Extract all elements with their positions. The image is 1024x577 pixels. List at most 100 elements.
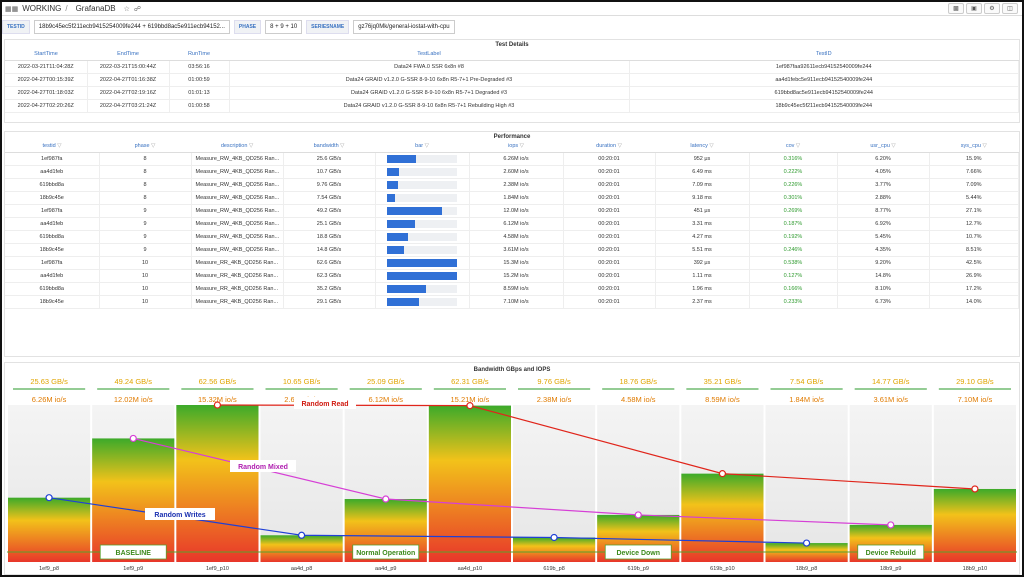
table-row[interactable]: 18b9c45e 10 Measure_RR_4KB_QD256 Ran... 29.… xyxy=(5,295,1019,309)
filter-icon[interactable]: ▽ xyxy=(707,143,714,150)
iops-label: 2.38M io/s xyxy=(537,395,572,404)
bar-gauge-fill xyxy=(387,154,416,163)
cell-sys-cpu: 17.2% xyxy=(929,282,1019,296)
cell-duration: 00:20:01 xyxy=(563,269,656,283)
x-tick-label: 619b_p8 xyxy=(543,566,564,572)
series-point xyxy=(887,521,895,529)
cell-duration: 00:20:01 xyxy=(563,230,656,244)
filter-icon[interactable]: ▽ xyxy=(55,143,62,150)
col-header-sys-cpu[interactable]: sys_cpu ▽ xyxy=(929,141,1019,153)
bar-gauge-track xyxy=(387,258,457,267)
test-details-panel: Test Details StartTime EndTime RunTime T… xyxy=(4,39,1020,123)
panel-title: Test Details xyxy=(495,42,529,48)
cell-iops: 4.58M io/s xyxy=(469,230,564,244)
col-header-bar[interactable]: bar ▽ xyxy=(375,141,469,153)
cell-testid: 18b9c45e xyxy=(5,243,100,257)
panel-title: Performance xyxy=(493,134,531,140)
bar-gauge-track xyxy=(387,180,457,189)
cell-sys-cpu: 7.09% xyxy=(929,178,1019,192)
cell-usr-cpu: 3.77% xyxy=(837,178,930,192)
series-point xyxy=(550,533,558,542)
col-header[interactable]: RunTime xyxy=(169,49,229,61)
performance-table: testid ▽ phase ▽ description ▽ bandwidth ▽ b… xyxy=(5,141,1019,309)
series-label-box xyxy=(145,508,215,520)
star-icon[interactable]: ☆ xyxy=(123,5,134,13)
table-row[interactable]: 619bbd8a 8 Measure_RW_4KB_QD256 Ran... 9.76… xyxy=(5,178,1019,192)
filter-icon[interactable]: ▽ xyxy=(616,143,622,150)
col-header-cov[interactable]: cov ▽ xyxy=(749,141,837,153)
iops-label: 15.32M io/s xyxy=(198,395,237,404)
table-row[interactable]: 619bbd8a 9 Measure_RW_4KB_QD256 Ran... 18.8… xyxy=(5,230,1019,244)
apps-grid-icon[interactable]: ▦▦ xyxy=(5,5,19,13)
col-header-testid[interactable]: testid ▽ xyxy=(5,141,99,153)
cell-usr-cpu: 6.73% xyxy=(837,295,930,309)
col-header-description[interactable]: description ▽ xyxy=(191,141,283,153)
filter-icon[interactable]: ▽ xyxy=(247,143,254,150)
table-row[interactable]: 1ef987fa 9 Measure_RW_4KB_QD256 Ran... 49.2… xyxy=(5,204,1019,218)
table-row[interactable]: 2022-03-21T11:04:28Z 2022-03-21T15:00:44Z… xyxy=(5,60,1019,74)
variables-bar: TESTID 18b9c45ec5f211ecb9415254009fe244 … xyxy=(2,19,1022,35)
breadcrumb-folder[interactable]: WORKING xyxy=(22,4,62,13)
table-cell: 01:00:58 xyxy=(169,99,230,113)
cell-latency: 392 μs xyxy=(655,256,750,270)
cell-testid: aa4d1feb xyxy=(5,269,100,283)
add-panel-icon[interactable]: ▩ xyxy=(948,3,964,14)
col-header-latency[interactable]: latency ▽ xyxy=(655,141,749,153)
save-icon[interactable]: ▣ xyxy=(966,3,982,14)
series-point xyxy=(129,434,137,443)
iops-label: 6.26M io/s xyxy=(32,395,67,404)
var-select-testid[interactable]: 18b9c45ec5f211ecb9415254009fe244 + 619bb… xyxy=(33,20,230,34)
filter-icon[interactable]: ▽ xyxy=(889,143,896,150)
breadcrumb-dashboard[interactable]: GrafanaDB xyxy=(75,4,116,13)
col-header-duration[interactable]: duration ▽ xyxy=(563,141,655,153)
table-row[interactable]: 619bbd8a 10 Measure_RR_4KB_QD256 Ran... 35.… xyxy=(5,282,1019,296)
series-point xyxy=(802,539,811,547)
cell-sys-cpu: 27.1% xyxy=(929,204,1019,218)
cell-sys-cpu: 8.51% xyxy=(929,243,1019,257)
table-row[interactable]: 2022-04-27T00:15:39Z 2022-04-27T01:16:38Z… xyxy=(5,73,1019,87)
cell-phase: 9 xyxy=(99,204,192,218)
cell-latency: 2.37 ms xyxy=(655,295,750,309)
cell-iops: 8.59M io/s xyxy=(469,282,564,296)
cell-description: Measure_RW_4KB_QD256 Ran... xyxy=(191,191,284,205)
table-row[interactable]: aa4d1feb 9 Measure_RW_4KB_QD256 Ran... 25.1… xyxy=(5,217,1019,231)
filter-icon[interactable]: ▽ xyxy=(338,143,345,150)
table-row[interactable]: 1ef987fa 8 Measure_RW_4KB_QD256 Ran... 25.6… xyxy=(5,152,1019,166)
table-row[interactable]: 2022-04-27T01:18:03Z 2022-04-27T02:19:16Z… xyxy=(5,86,1019,100)
table-cell: 2022-04-27T03:21:24Z xyxy=(87,99,170,113)
bar-gauge-fill xyxy=(387,167,399,176)
cell-phase: 10 xyxy=(99,256,192,270)
bar-gauge-track xyxy=(387,284,457,293)
filter-icon[interactable]: ▽ xyxy=(518,143,524,150)
filter-icon[interactable]: ▽ xyxy=(980,143,987,150)
col-header-usr-cpu[interactable]: usr_cpu ▽ xyxy=(837,141,929,153)
tv-mode-icon[interactable]: ◫ xyxy=(1002,3,1018,14)
cell-testid: 18b9c45e xyxy=(5,191,100,205)
share-icon[interactable]: ☍ xyxy=(133,5,145,13)
col-header[interactable]: EndTime xyxy=(87,49,169,61)
col-header-phase[interactable]: phase ▽ xyxy=(99,141,191,153)
filter-icon[interactable]: ▽ xyxy=(149,143,156,150)
table-row[interactable]: 18b9c45e 8 Measure_RW_4KB_QD256 Ran... 7.54… xyxy=(5,191,1019,205)
cell-bandwidth: 18.8 GB/s xyxy=(283,230,376,244)
settings-gear-icon[interactable]: ⚙ xyxy=(984,3,1000,14)
col-header[interactable]: TestID xyxy=(629,49,1019,61)
col-header-iops[interactable]: iops ▽ xyxy=(469,141,563,153)
series-name-label: Random Mixed xyxy=(238,464,288,471)
table-cell: 2022-04-27T02:20:26Z xyxy=(5,99,88,113)
table-row[interactable]: aa4d1feb 10 Measure_RR_4KB_QD256 Ran... 62.… xyxy=(5,269,1019,283)
table-row[interactable]: 2022-04-27T02:20:26Z 2022-04-27T03:21:24Z… xyxy=(5,99,1019,113)
col-header-bandwidth[interactable]: bandwidth ▽ xyxy=(283,141,375,153)
filter-icon[interactable]: ▽ xyxy=(423,143,429,150)
filter-icon[interactable]: ▽ xyxy=(794,143,801,150)
bar-gauge-cell xyxy=(375,295,470,309)
table-row[interactable]: aa4d1feb 8 Measure_RW_4KB_QD256 Ran... 10.7… xyxy=(5,165,1019,179)
col-header[interactable]: TestLabel xyxy=(229,49,629,61)
var-select-seriesname[interactable]: gz76jq0Mk/general-iostat-with-cpu xyxy=(353,20,455,34)
table-row[interactable]: 1ef987fa 10 Measure_RR_4KB_QD256 Ran... 62.… xyxy=(5,256,1019,270)
cell-usr-cpu: 4.35% xyxy=(837,243,930,257)
table-row[interactable]: 18b9c45e 9 Measure_RW_4KB_QD256 Ran... 14.8… xyxy=(5,243,1019,257)
col-header[interactable]: StartTime xyxy=(5,49,87,61)
var-select-phase[interactable]: 8 + 9 + 10 xyxy=(265,20,303,34)
